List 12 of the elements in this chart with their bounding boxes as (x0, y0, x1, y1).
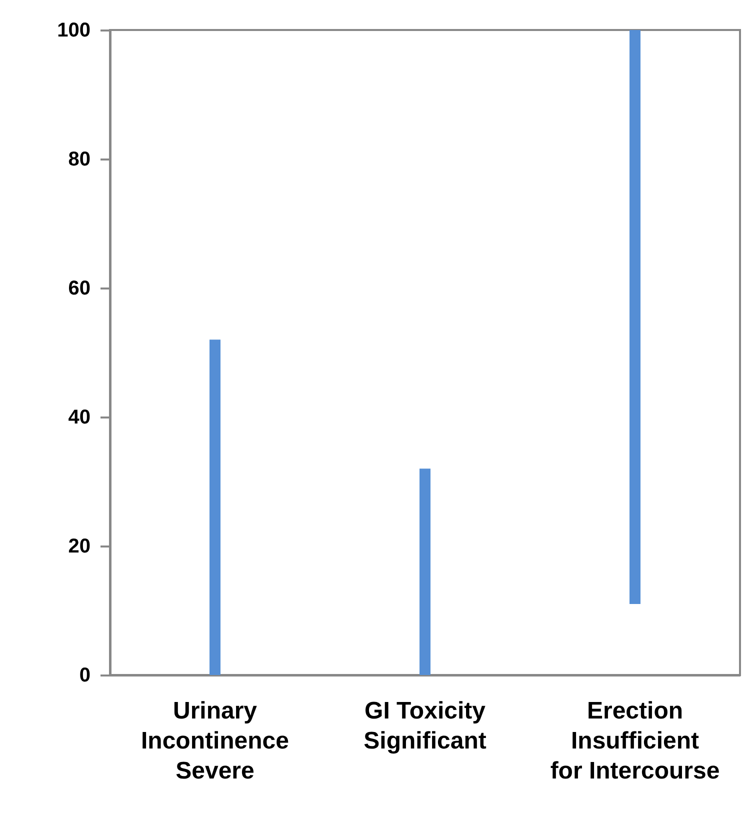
x-tick-label: Urinary Incontinence Severe (140, 698, 290, 784)
x-tick-label: Erection Insufficient for Intercourse (550, 698, 720, 784)
bar (630, 30, 640, 604)
x-tick-label: GI Toxicity Significant (364, 698, 486, 754)
y-tick-label: 20 (68, 536, 90, 558)
y-tick-label: 0 (79, 664, 90, 686)
y-tick-label: 100 (57, 20, 90, 42)
y-tick-label: 80 (68, 148, 90, 170)
bar (420, 468, 430, 675)
y-tick-label: 60 (68, 278, 90, 300)
y-tick-label: 40 (68, 406, 90, 428)
bar (210, 340, 220, 675)
